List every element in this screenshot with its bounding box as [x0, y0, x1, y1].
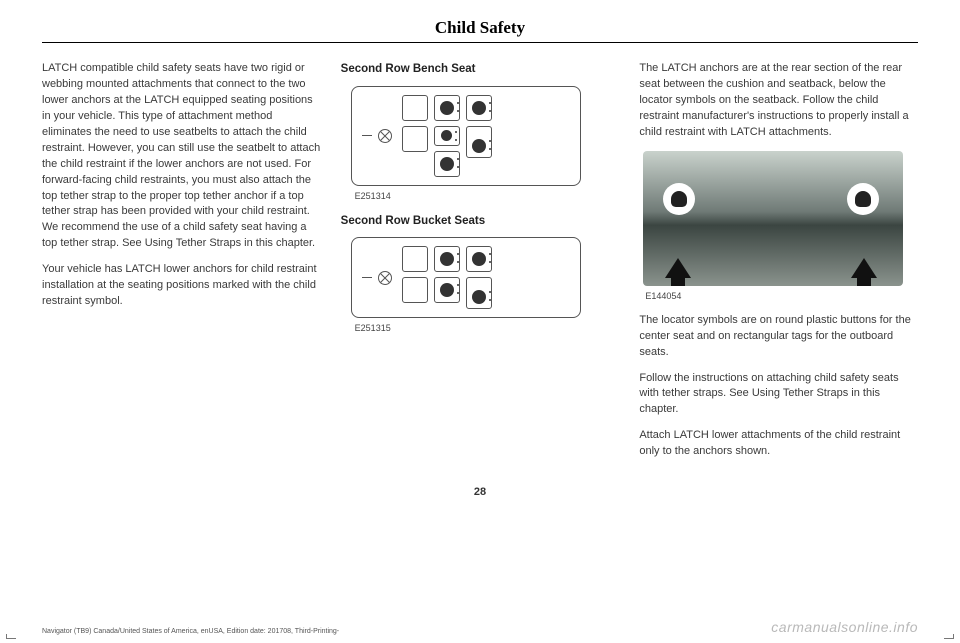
- col3-para3: Follow the instructions on attaching chi…: [639, 371, 918, 419]
- bucket-row2-col: [434, 246, 460, 309]
- diagram-bucket-seat: [351, 237, 581, 318]
- child-seat-icon: [472, 290, 486, 304]
- crop-mark-right: [944, 634, 954, 639]
- bucket-front-col: [402, 246, 428, 309]
- child-seat-icon: [472, 252, 486, 266]
- child-seat-icon: [441, 130, 452, 141]
- locator-circle-left: [663, 183, 695, 215]
- footer-text: Navigator (TB9) Canada/United States of …: [42, 628, 339, 635]
- col3-para2: The locator symbols are on round plastic…: [639, 313, 918, 361]
- seat-empty: [402, 95, 428, 121]
- arrow-up-icon: [851, 258, 877, 278]
- diagram-wheel-area: [362, 271, 392, 285]
- crop-mark-left: [6, 634, 16, 639]
- seat-latch: [434, 126, 460, 146]
- bucket-seat-grid: [402, 246, 492, 309]
- child-seat-icon: [472, 101, 486, 115]
- seat-latch-tall: [466, 126, 492, 158]
- bench-row2-col: [434, 95, 460, 177]
- diagram-label-bucket: E251315: [355, 322, 620, 335]
- diagram-wheel-area: [362, 129, 392, 143]
- bucket-row3-col: [466, 246, 492, 309]
- col1-para2: Your vehicle has LATCH lower anchors for…: [42, 262, 321, 310]
- seat-empty: [402, 126, 428, 152]
- col2-heading-bench: Second Row Bench Seat: [341, 61, 620, 78]
- child-seat-icon: [440, 252, 454, 266]
- seat-empty: [402, 277, 428, 303]
- page-title: Child Safety: [42, 18, 918, 38]
- column-2: Second Row Bench Seat: [341, 61, 620, 470]
- child-seat-icon: [440, 283, 454, 297]
- diagram-label-bench: E251314: [355, 190, 620, 203]
- watermark: carmanualsonline.info: [771, 619, 918, 635]
- bench-front-col: [402, 95, 428, 177]
- page-number: 28: [42, 486, 918, 498]
- steering-wheel-icon: [378, 271, 392, 285]
- seat-empty: [402, 246, 428, 272]
- arrow-up-icon: [665, 258, 691, 278]
- child-seat-icon: [440, 157, 454, 171]
- seat-latch: [466, 277, 492, 309]
- steering-wheel-icon: [378, 129, 392, 143]
- latch-anchor-photo: [643, 151, 903, 286]
- col3-para4: Attach LATCH lower attachments of the ch…: [639, 428, 918, 460]
- seat-latch: [434, 246, 460, 272]
- child-seat-icon: [472, 139, 486, 153]
- content-columns: LATCH compatible child safety seats have…: [42, 61, 918, 470]
- seat-latch: [434, 277, 460, 303]
- seat-latch: [434, 95, 460, 121]
- seat-latch: [466, 95, 492, 121]
- col2-heading-bucket: Second Row Bucket Seats: [341, 213, 620, 230]
- column-3: The LATCH anchors are at the rear sectio…: [639, 61, 918, 470]
- child-seat-icon: [855, 191, 871, 207]
- photo-label: E144054: [645, 290, 918, 303]
- bench-seat-grid: [402, 95, 492, 177]
- title-rule: [42, 42, 918, 43]
- child-seat-icon: [440, 101, 454, 115]
- seat-latch: [466, 246, 492, 272]
- diagram-bench-seat: [351, 86, 581, 186]
- col3-para1: The LATCH anchors are at the rear sectio…: [639, 61, 918, 141]
- bench-row3-col: [466, 95, 492, 177]
- column-1: LATCH compatible child safety seats have…: [42, 61, 321, 470]
- child-seat-icon: [671, 191, 687, 207]
- col1-para1: LATCH compatible child safety seats have…: [42, 61, 321, 252]
- wheel-line: [362, 135, 372, 136]
- locator-circle-right: [847, 183, 879, 215]
- wheel-line: [362, 277, 372, 278]
- seat-latch: [434, 151, 460, 177]
